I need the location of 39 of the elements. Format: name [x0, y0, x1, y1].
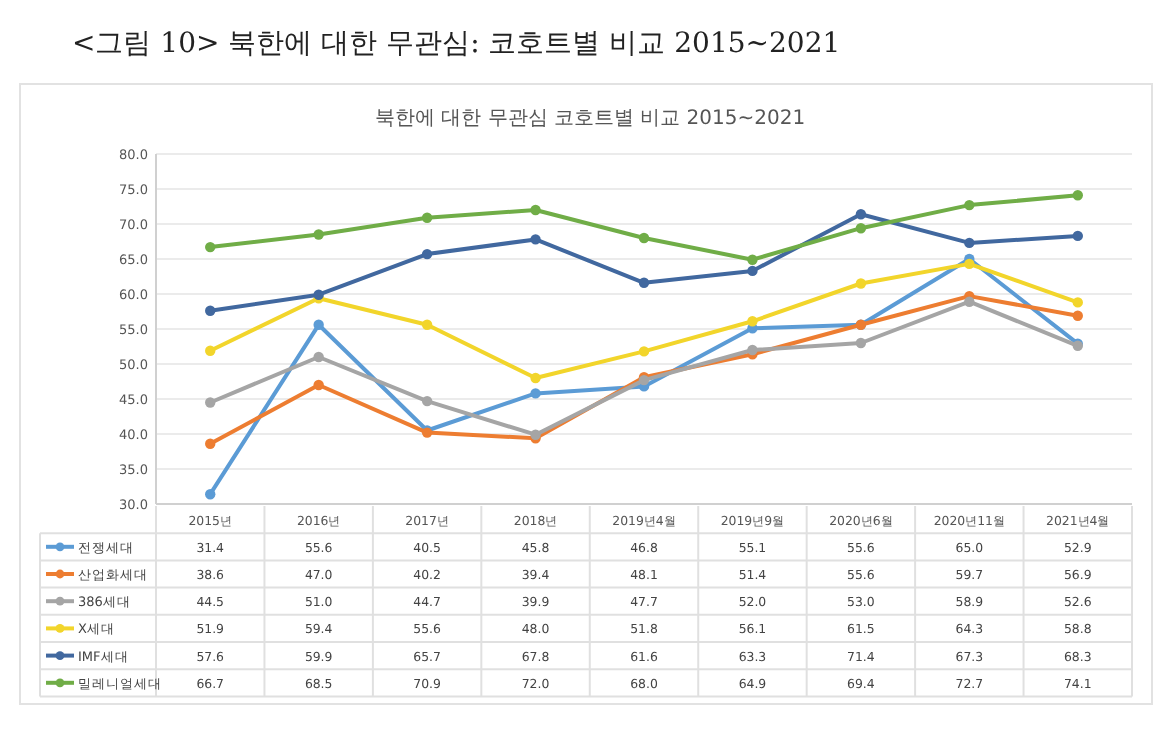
point: [964, 296, 975, 307]
point: [855, 337, 867, 349]
point: [205, 241, 216, 253]
point: [747, 344, 758, 356]
point: [421, 319, 433, 330]
point: [530, 204, 541, 216]
point: [638, 277, 650, 288]
point: [638, 346, 650, 357]
point: [1072, 190, 1083, 201]
point: [421, 248, 433, 260]
point: [205, 305, 216, 316]
point: [530, 372, 541, 384]
point: [421, 212, 433, 223]
point: [205, 438, 216, 449]
point: [747, 254, 758, 265]
point: [747, 265, 758, 277]
point: [855, 209, 867, 220]
chart-title: <그림 10> 북한에 대한 무관심: 코호트별 비교 2015~2021: [72, 28, 841, 60]
point: [313, 319, 324, 330]
point: [1072, 310, 1083, 321]
point: [638, 232, 650, 244]
point: [855, 223, 867, 234]
point: [421, 395, 433, 407]
point: [964, 237, 975, 249]
point: [1072, 297, 1083, 308]
point: [313, 379, 324, 391]
point: [530, 234, 541, 245]
point: [747, 316, 758, 327]
point: [855, 278, 867, 289]
point: [1072, 230, 1083, 242]
chart-subtitle: 북한에 대한 무관심 코호트별 비교 2015~2021: [374, 108, 806, 130]
point: [205, 345, 216, 356]
point: [205, 489, 216, 500]
point: [313, 229, 324, 240]
point: [313, 351, 324, 363]
point: [964, 258, 975, 270]
point: [964, 199, 975, 211]
point: [530, 388, 541, 399]
point: [205, 397, 216, 408]
